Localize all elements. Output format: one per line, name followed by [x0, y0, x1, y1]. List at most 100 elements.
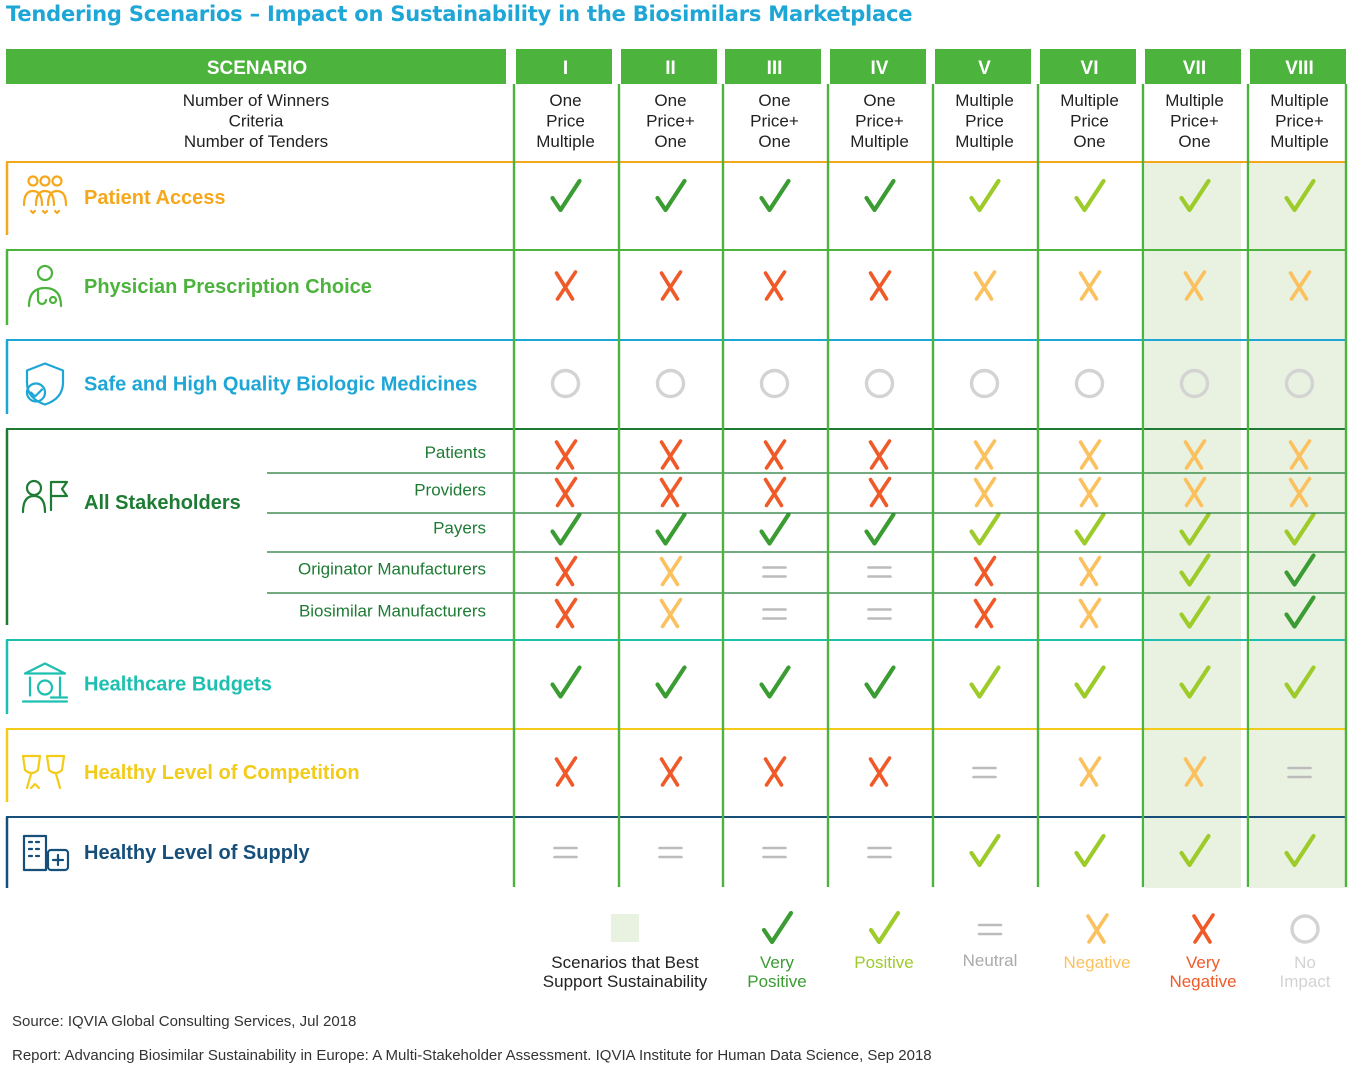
rating-symbol — [1179, 368, 1210, 399]
rating-symbol — [1284, 665, 1316, 699]
legend-label: Positive — [854, 953, 914, 972]
rating-symbol — [1288, 439, 1312, 470]
scenario-id: VI — [1081, 58, 1099, 79]
rating-symbol — [1284, 833, 1316, 868]
scenario-criteria-text: Price — [965, 112, 1004, 131]
scenario-column-header — [935, 49, 1031, 84]
scenario-column-header — [1250, 49, 1346, 84]
scenario-criteria-text: Multiple — [1165, 91, 1224, 110]
scenario-criteria-text: Multiple — [1060, 91, 1119, 110]
source-note: Source: IQVIA Global Consulting Services… — [12, 1013, 357, 1030]
rating-symbol — [1284, 553, 1316, 587]
group-label: Healthy Level of Supply — [84, 842, 310, 864]
group-label: All Stakeholders — [84, 492, 241, 514]
legend-symbol — [1192, 913, 1215, 944]
rating-symbol — [655, 512, 687, 546]
legend-label: Negative — [1063, 953, 1130, 972]
legend-label: No — [1294, 953, 1316, 972]
rating-symbol — [1078, 756, 1102, 787]
scenario-criteria-text: Multiple — [1270, 91, 1329, 110]
rating-symbol — [1074, 665, 1106, 699]
people-hearts-icon — [22, 175, 68, 215]
rating-symbol — [969, 178, 1001, 213]
scenario-id: V — [978, 58, 991, 79]
stakeholder-label: Biosimilar Manufacturers — [299, 602, 486, 621]
rating-symbol — [1078, 439, 1102, 470]
rating-symbol — [1179, 512, 1211, 546]
rating-symbol — [868, 476, 892, 508]
rating-symbol — [659, 597, 683, 629]
rating-symbol — [867, 608, 892, 620]
scenario-header-bar — [6, 49, 506, 84]
scenario-id: III — [767, 58, 783, 79]
rating-symbol — [659, 270, 683, 301]
scenario-criteria-text: Price+ — [1275, 112, 1324, 131]
physician-icon — [27, 264, 63, 308]
legend-symbol — [868, 910, 901, 945]
rating-symbol — [1284, 512, 1316, 546]
rating-symbol — [1078, 555, 1102, 587]
shield-check-icon — [25, 362, 65, 406]
rating-symbol — [1074, 512, 1106, 546]
scenario-criteria-text: Price+ — [1170, 112, 1219, 131]
rating-symbol — [1183, 439, 1207, 470]
scenario-criteria-text: Price+ — [855, 112, 904, 131]
scenario-criteria-text: Multiple — [955, 91, 1014, 110]
rating-symbol — [762, 608, 787, 620]
scenario-criteria-text: Price+ — [750, 112, 799, 131]
rating-symbol — [554, 476, 578, 508]
legend-label: Negative — [1169, 972, 1236, 991]
rating-symbol — [759, 368, 790, 399]
legend-label: Very — [760, 953, 795, 972]
rating-symbol — [554, 555, 578, 587]
stakeholder-label: Originator Manufacturers — [298, 560, 486, 579]
scenario-criteria-text: One — [654, 132, 686, 151]
rating-symbol — [1183, 270, 1207, 301]
rating-symbol — [554, 439, 578, 470]
rating-symbol — [1284, 595, 1316, 629]
rating-symbol — [655, 178, 687, 213]
rating-symbol — [550, 665, 582, 699]
scenario-column-header — [1040, 49, 1136, 84]
scenario-criteria-text: One — [654, 91, 686, 110]
rating-symbol — [762, 846, 787, 859]
rating-symbol — [553, 846, 578, 859]
scenario-criteria-text: Multiple — [955, 132, 1014, 151]
rating-symbol — [759, 512, 791, 546]
legend-symbol — [1290, 914, 1320, 944]
rating-symbol — [655, 665, 687, 699]
bank-coin-icon — [21, 662, 69, 703]
scenario-id: VII — [1183, 58, 1206, 79]
rating-symbol — [973, 476, 997, 508]
rating-symbol — [759, 665, 791, 699]
rating-symbol — [868, 439, 892, 470]
group-label: Safe and High Quality Biologic Medicines — [84, 374, 477, 396]
rating-symbol — [658, 846, 683, 859]
stakeholder-label: Payers — [433, 519, 486, 538]
stakeholder-label: Patients — [425, 443, 486, 462]
rating-symbol — [973, 270, 997, 301]
legend-label: Impact — [1279, 972, 1330, 991]
trophies-icon — [21, 754, 66, 790]
rating-symbol — [864, 512, 896, 546]
legend-label: Support Sustainability — [543, 972, 708, 991]
group-label: Healthcare Budgets — [84, 674, 272, 696]
rating-symbol — [969, 665, 1001, 699]
scenario-criteria-text: One — [1073, 132, 1105, 151]
scenario-criteria-text: One — [863, 91, 895, 110]
rating-symbol — [969, 833, 1001, 868]
criteria-label: Criteria — [229, 112, 284, 131]
rating-symbol — [655, 368, 686, 399]
rating-symbol — [659, 756, 683, 787]
rating-symbol — [659, 439, 683, 470]
scenario-criteria-text: Multiple — [850, 132, 909, 151]
stakeholder-label: Providers — [414, 481, 486, 500]
scenario-criteria-text: One — [758, 91, 790, 110]
rating-symbol — [1179, 178, 1211, 213]
rating-symbol — [1074, 368, 1105, 399]
rating-symbol — [763, 756, 787, 787]
rating-symbol — [1074, 178, 1106, 213]
rating-symbol — [1179, 595, 1211, 629]
rating-symbol — [972, 766, 997, 779]
criteria-label: Number of Tenders — [184, 132, 328, 151]
